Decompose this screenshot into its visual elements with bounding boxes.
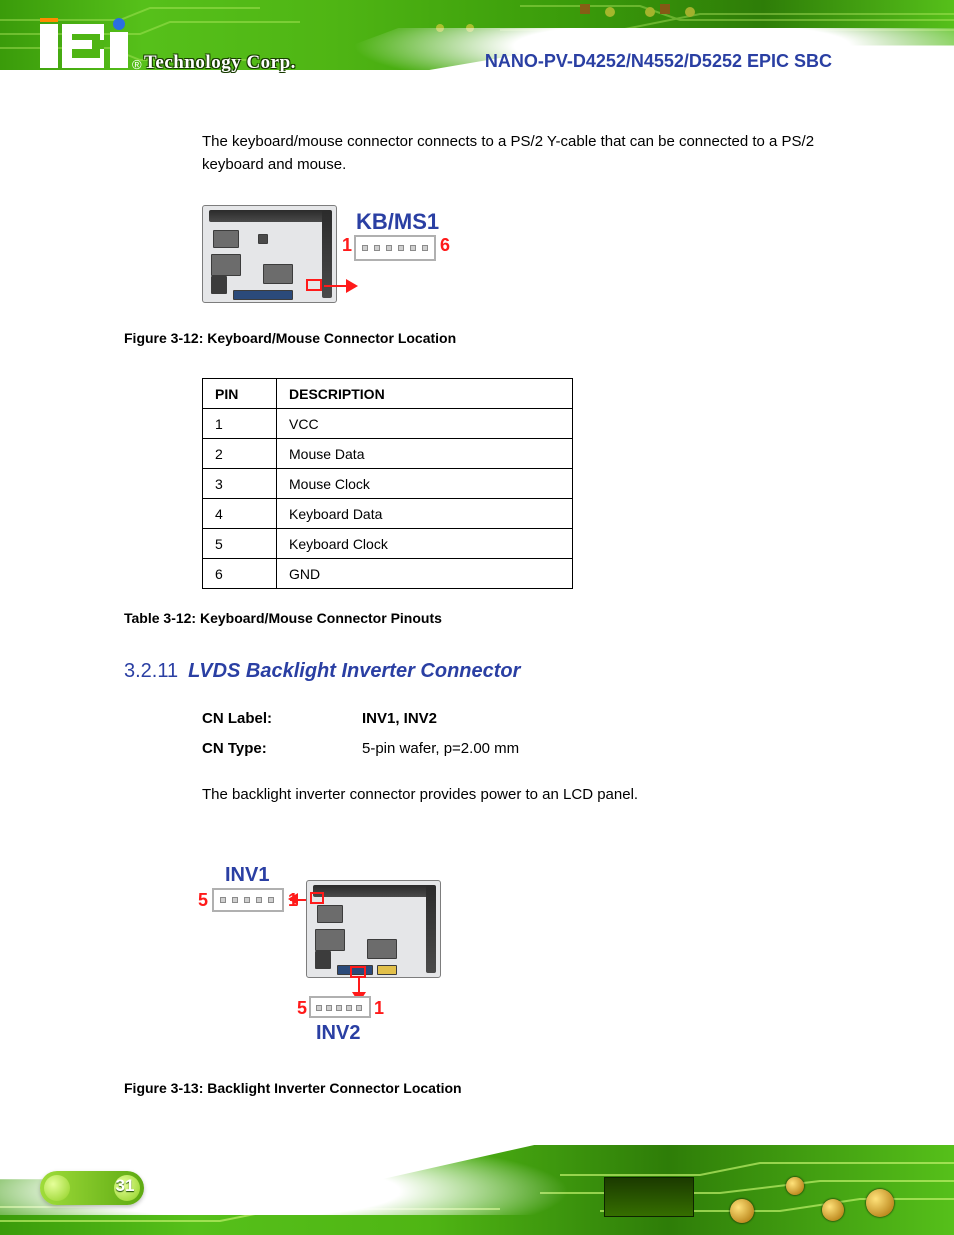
table-row: 2Mouse Data xyxy=(203,439,573,469)
top-banner: ® Technology Corp. NANO-PV-D4252/N4552/D… xyxy=(0,0,954,115)
inv2-pin-right: 1 xyxy=(374,998,384,1019)
board-thumbnail xyxy=(306,880,441,978)
inv1-header-icon xyxy=(212,888,284,912)
locator-box-icon xyxy=(306,279,322,291)
figure2-caption: Figure 3-13: Backlight Inverter Connecto… xyxy=(124,1080,462,1096)
intro-paragraph: The keyboard/mouse connector connects to… xyxy=(202,130,822,177)
table-row: 4Keyboard Data xyxy=(203,499,573,529)
registered-mark: ® xyxy=(132,57,142,72)
figure-inv: INV1 5 1 5 1 INV2 xyxy=(202,866,572,1086)
col-pin: PIN xyxy=(203,379,277,409)
inv1-label: INV1 xyxy=(225,864,269,887)
inv2-header-icon xyxy=(309,996,371,1018)
cn-label-row: CN Label: INV1, INV2 xyxy=(202,710,437,727)
cn-type-value: 5-pin wafer, p=2.00 mm xyxy=(362,740,519,757)
cn-label-label: CN Label: xyxy=(202,710,362,727)
product-name: NANO-PV-D4252/N4552/D5252 EPIC SBC xyxy=(485,51,832,72)
locator-box-icon xyxy=(350,966,366,978)
badge-dot-icon xyxy=(44,1175,70,1201)
cn-label-value: INV1, INV2 xyxy=(362,710,437,727)
table-header-row: PIN DESCRIPTION xyxy=(203,379,573,409)
table-row: 1VCC xyxy=(203,409,573,439)
inv2-label: INV2 xyxy=(316,1022,360,1045)
inv2-pin-left: 5 xyxy=(297,998,307,1019)
table-row: 3Mouse Clock xyxy=(203,469,573,499)
col-desc: DESCRIPTION xyxy=(277,379,573,409)
page-number-badge: 31 xyxy=(40,1171,144,1205)
table-caption: Table 3-12: Keyboard/Mouse Connector Pin… xyxy=(124,610,442,626)
section-heading: 3.2.11LVDS Backlight Inverter Connector xyxy=(124,660,520,683)
pin-num-left: 1 xyxy=(342,235,352,256)
table-row: 5Keyboard Clock xyxy=(203,529,573,559)
page-number: 31 xyxy=(114,1176,136,1196)
arrow-left-icon xyxy=(286,893,298,905)
figure-kbms: KB/MS1 1 6 xyxy=(202,205,642,315)
header-diagram-icon xyxy=(354,235,436,261)
pinout-table: PIN DESCRIPTION 1VCC 2Mouse Data 3Mouse … xyxy=(202,378,573,589)
inv1-pin-left: 5 xyxy=(198,890,208,911)
table-row: 6GND xyxy=(203,559,573,589)
cn-type-label: CN Type: xyxy=(202,740,362,757)
section-paragraph: The backlight inverter connector provide… xyxy=(202,783,762,806)
brand-text: Technology Corp. xyxy=(144,52,296,74)
bottom-banner: 31 xyxy=(0,1110,954,1235)
pin-num-right: 6 xyxy=(440,235,450,256)
locator-box-icon xyxy=(310,892,324,904)
connector-label: KB/MS1 xyxy=(356,209,439,235)
cn-type-row: CN Type: 5-pin wafer, p=2.00 mm xyxy=(202,740,519,757)
arrow-right-icon xyxy=(346,279,360,293)
figure1-caption: Figure 3-12: Keyboard/Mouse Connector Lo… xyxy=(124,330,456,346)
iei-logo-icon xyxy=(40,18,134,68)
